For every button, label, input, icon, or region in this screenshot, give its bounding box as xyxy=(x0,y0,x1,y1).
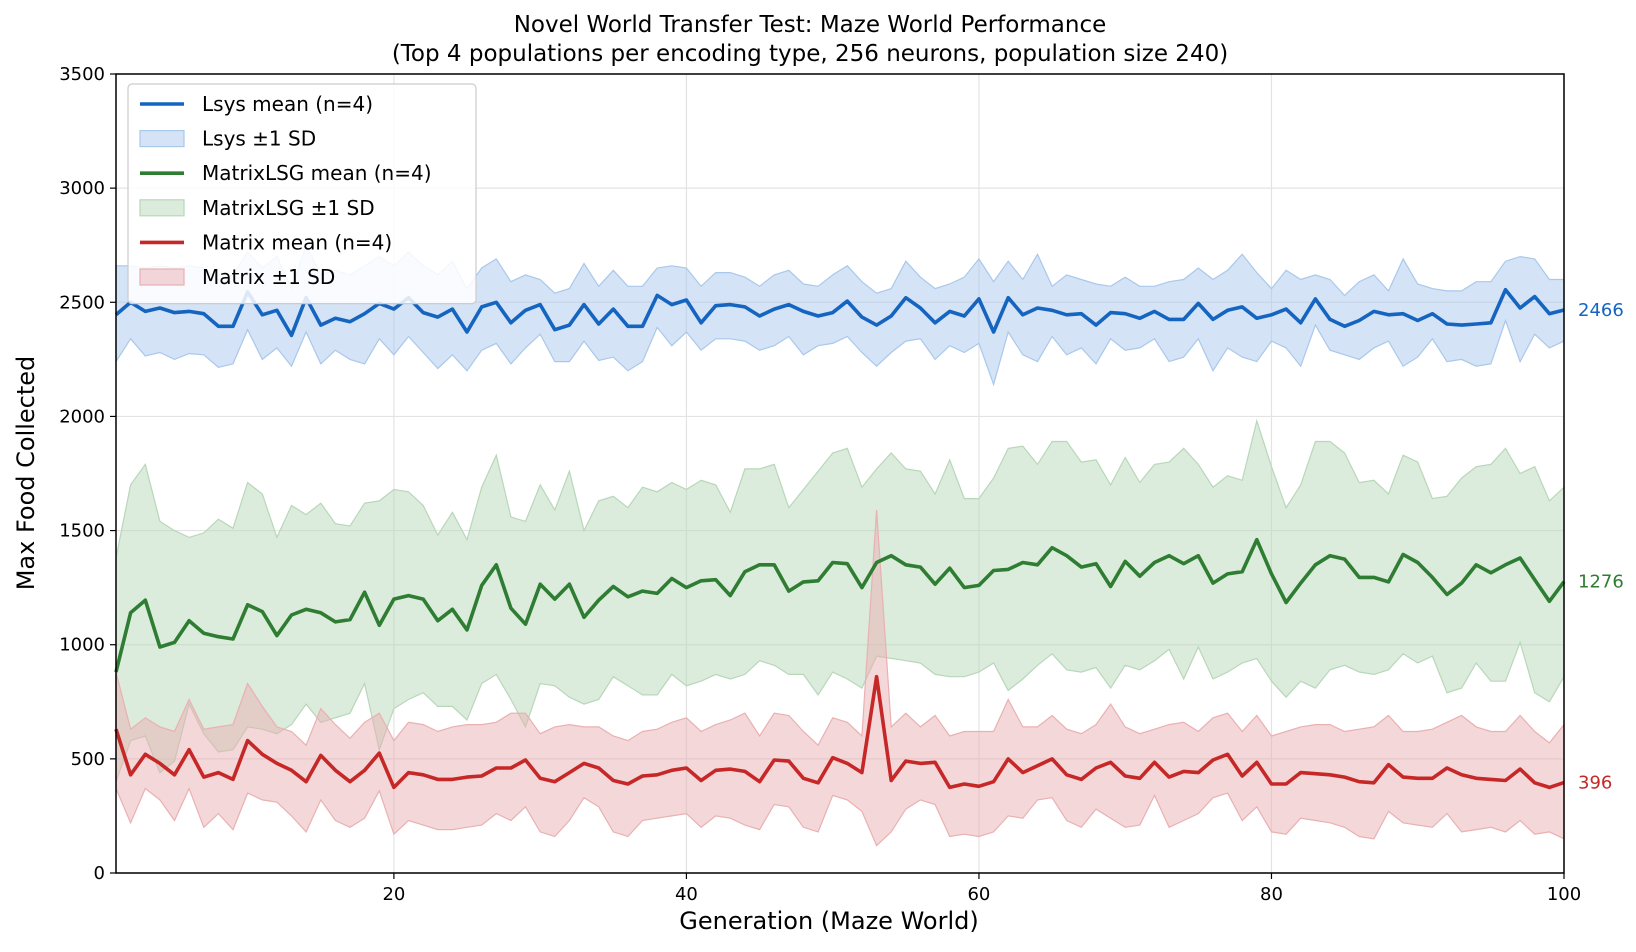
x-tick-label: 80 xyxy=(1260,884,1283,905)
legend-box xyxy=(127,83,477,305)
mean-line-matrixlsg xyxy=(114,537,1566,673)
y-tick-label: 1000 xyxy=(59,635,105,656)
sd-bands xyxy=(115,243,1565,847)
mean-lines xyxy=(114,287,1566,790)
mean-line-lsys xyxy=(114,287,1565,338)
x-tick-label: 40 xyxy=(675,884,698,905)
y-tick-label: 2500 xyxy=(59,292,105,313)
y-tick-label: 2000 xyxy=(59,406,105,427)
end-label-matrixlsg: 1276 xyxy=(1578,572,1624,593)
mean-line-matrix xyxy=(114,674,1565,790)
y-tick-label: 500 xyxy=(71,749,105,770)
legend-entry-label: MatrixLSG mean (n=4) xyxy=(202,161,432,185)
legend-entry-label: Matrix ±1 SD xyxy=(202,265,335,289)
end-labels: 2466 1276 396 xyxy=(1578,300,1624,794)
y-tick-label: 3000 xyxy=(59,178,105,199)
legend-swatch-band xyxy=(139,268,185,286)
y-tick-label: 0 xyxy=(94,863,105,884)
end-label-lsys: 2466 xyxy=(1578,300,1624,321)
end-label-matrix: 396 xyxy=(1578,773,1612,794)
legend-entry-label: Lsys mean (n=4) xyxy=(202,92,373,116)
y-axis-label: Max Food Collected xyxy=(12,356,40,591)
legend-entry-label: Matrix mean (n=4) xyxy=(202,230,392,254)
legend-swatch-band xyxy=(139,130,185,148)
x-tick-label: 60 xyxy=(967,884,990,905)
chart-title-line-2: (Top 4 populations per encoding type, 25… xyxy=(392,41,1228,67)
plot-frame xyxy=(115,73,1565,874)
y-tick-label: 3500 xyxy=(59,64,105,85)
legend: Lsys mean (n=4) Lsys ±1 SD MatrixLSG mean … xyxy=(127,83,477,305)
legend-entry-label: MatrixLSG ±1 SD xyxy=(202,196,375,220)
y-tick-label: 1500 xyxy=(59,521,105,542)
chart-title-line-1: Novel World Transfer Test: Maze World Pe… xyxy=(514,12,1107,38)
x-axis-label: Generation (Maze World) xyxy=(679,907,978,935)
legend-entry-label: Lsys ±1 SD xyxy=(202,127,316,151)
x-tick-label: 20 xyxy=(382,884,405,905)
legend-swatch-band xyxy=(139,199,185,217)
x-tick-label: 100 xyxy=(1547,884,1581,905)
